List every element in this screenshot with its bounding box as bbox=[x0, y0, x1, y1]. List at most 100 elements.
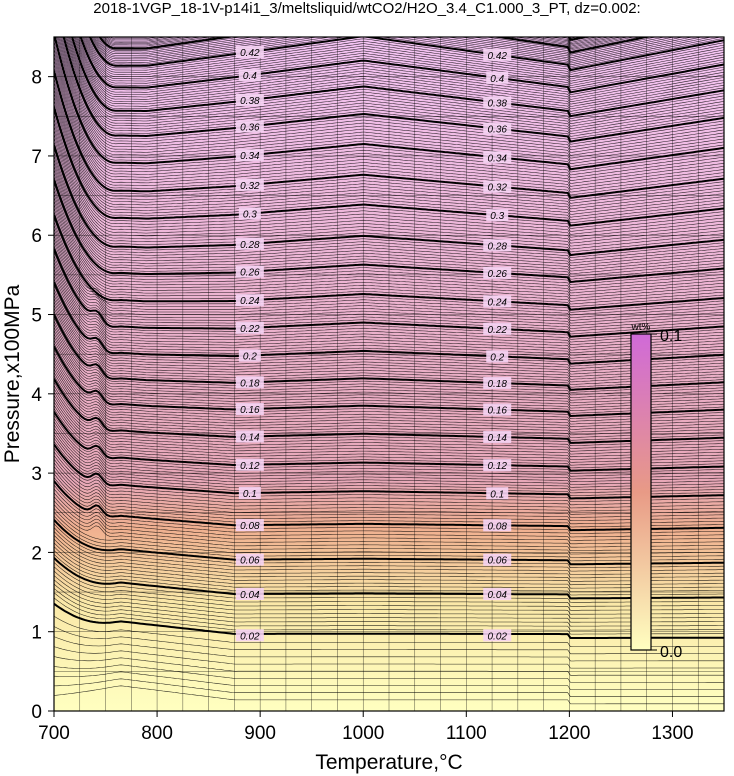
minor-contour bbox=[54, 0, 724, 23]
contour-label-bg bbox=[483, 588, 512, 601]
minor-contour bbox=[58, 37, 724, 159]
minor-contour bbox=[73, 37, 724, 112]
minor-contour bbox=[54, 103, 724, 224]
minor-contour bbox=[54, 592, 724, 631]
minor-contour bbox=[54, 427, 724, 485]
contour-label: 0.38 bbox=[240, 96, 260, 107]
minor-contour bbox=[94, 37, 694, 62]
contour-label: 0.06 bbox=[240, 556, 260, 567]
contour-label: 0.16 bbox=[487, 406, 507, 417]
contour-label-bg bbox=[235, 458, 264, 471]
contour-label-bg bbox=[483, 459, 512, 472]
minor-contour bbox=[54, 235, 724, 327]
minor-contour bbox=[54, 339, 724, 411]
minor-contour bbox=[54, 414, 724, 474]
contour-label: 0.4 bbox=[490, 74, 504, 85]
minor-contour bbox=[54, 211, 724, 308]
minor-contour bbox=[569, 37, 575, 38]
colorbar-min-label: 0.0 bbox=[660, 644, 682, 661]
y-tick-label: 5 bbox=[31, 306, 42, 327]
contour-label: 0.42 bbox=[487, 51, 507, 62]
contour-label-bg bbox=[483, 122, 512, 135]
contour-label-bg bbox=[483, 629, 512, 642]
minor-contour bbox=[54, 372, 724, 438]
minor-contour bbox=[54, 352, 724, 422]
minor-contour bbox=[54, 368, 724, 436]
contour-label-bg bbox=[235, 321, 264, 334]
minor-contour bbox=[54, 52, 724, 184]
contour-label: 0.28 bbox=[240, 240, 260, 251]
minor-contour bbox=[54, 200, 724, 299]
minor-contour bbox=[54, 268, 724, 354]
minor-contour bbox=[60, 37, 724, 151]
major-contour bbox=[79, 37, 724, 94]
minor-contour bbox=[59, 37, 724, 153]
contour-label: 0.24 bbox=[487, 297, 507, 308]
minor-contour bbox=[54, 275, 724, 359]
contour-label-bg bbox=[235, 629, 264, 642]
contour-label: 0.22 bbox=[487, 325, 507, 336]
x-tick-label: 1100 bbox=[446, 723, 487, 744]
minor-contour bbox=[54, 455, 724, 509]
major-contour bbox=[54, 179, 724, 283]
contour-label: 0.04 bbox=[240, 590, 260, 601]
contour-label-bg bbox=[235, 376, 264, 389]
minor-contour bbox=[54, 323, 724, 398]
contour-label-bg bbox=[238, 486, 261, 499]
contour-label-bg bbox=[235, 93, 264, 106]
minor-contour bbox=[54, 553, 724, 596]
minor-contour bbox=[54, 141, 724, 253]
minor-contour bbox=[54, 440, 724, 496]
contour-label-bg bbox=[235, 178, 264, 191]
contour-label: 0.18 bbox=[487, 379, 507, 390]
minor-contour bbox=[54, 500, 724, 548]
minor-contour bbox=[54, 515, 724, 562]
contour-label-bg bbox=[483, 403, 512, 416]
contour-label: 0.04 bbox=[487, 590, 507, 601]
minor-contour bbox=[54, 159, 724, 266]
minor-contour bbox=[54, 258, 724, 346]
minor-contour bbox=[54, 570, 724, 611]
contour-label: 0.34 bbox=[487, 153, 507, 164]
minor-contour bbox=[54, 579, 724, 619]
minor-contour bbox=[54, 398, 724, 460]
contour-label-bg bbox=[235, 519, 264, 532]
contour-label: 0.14 bbox=[487, 433, 507, 444]
contour-label: 0.22 bbox=[240, 324, 260, 335]
minor-contour bbox=[54, 183, 724, 285]
minor-contour bbox=[54, 165, 724, 272]
minor-contour bbox=[54, 133, 724, 247]
minor-contour bbox=[54, 0, 724, 27]
major-contour bbox=[54, 0, 724, 24]
minor-contour bbox=[70, 37, 724, 122]
minor-contour bbox=[54, 85, 724, 210]
contour-lines bbox=[54, 0, 724, 705]
contour-label: 0.1 bbox=[490, 489, 504, 500]
contour-label: 0.12 bbox=[240, 461, 260, 472]
minor-contour bbox=[54, 381, 724, 446]
minor-contour bbox=[75, 37, 724, 107]
minor-contour bbox=[69, 37, 724, 124]
minor-contour bbox=[54, 255, 724, 343]
minor-contour bbox=[98, 37, 657, 55]
contour-label-bg bbox=[238, 207, 261, 220]
minor-contour bbox=[54, 118, 724, 235]
contour-label: 0.2 bbox=[243, 352, 257, 363]
minor-contour bbox=[54, 231, 724, 324]
minor-contour bbox=[54, 278, 724, 362]
minor-contour bbox=[54, 155, 724, 264]
minor-contour bbox=[54, 671, 724, 690]
minor-contour bbox=[88, 37, 724, 73]
minor-contour bbox=[54, 152, 724, 261]
minor-contour bbox=[54, 100, 724, 221]
contour-labels: 0.02 0.02 0.04 0.04 0.06 0.06 0.08 0.08 0.1 0.1 0.… bbox=[235, 46, 512, 642]
minor-contour bbox=[54, 333, 724, 406]
minor-contour bbox=[54, 285, 724, 367]
contour-label-bg bbox=[235, 430, 264, 443]
minor-contour bbox=[101, 37, 636, 51]
minor-contour bbox=[54, 562, 724, 603]
minor-contour bbox=[83, 37, 724, 84]
minor-contour bbox=[54, 317, 724, 393]
contour-label-bg bbox=[486, 71, 509, 84]
minor-contour bbox=[90, 37, 724, 69]
